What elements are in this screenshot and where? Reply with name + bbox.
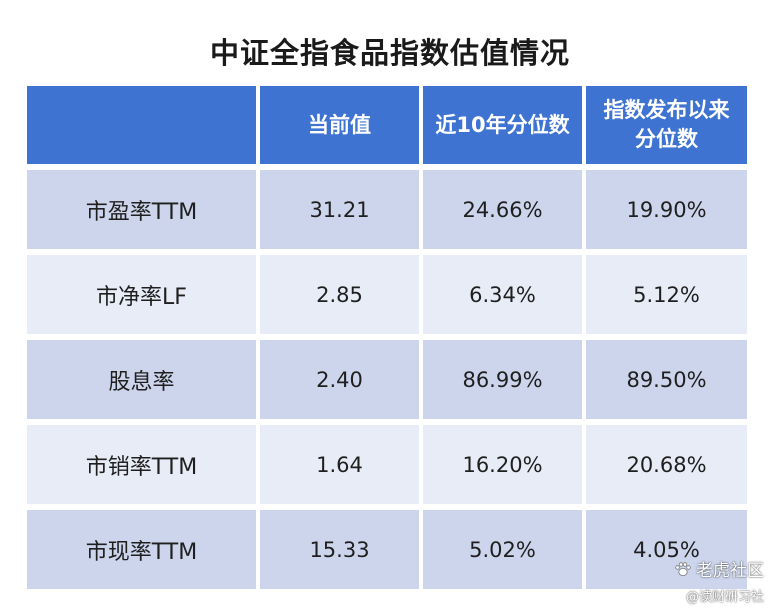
cell-pct-since: 89.50%	[586, 340, 747, 419]
cell-current: 2.85	[260, 255, 419, 334]
row-label: 市净率LF	[27, 255, 256, 334]
valuation-table: 当前值 近10年分位数 指数发布以来分位数 市盈率TTM 31.21 24.66…	[27, 86, 747, 589]
header-cell-pct-since: 指数发布以来分位数	[586, 86, 747, 164]
paw-icon	[675, 561, 691, 576]
row-label: 股息率	[27, 340, 256, 419]
cell-pct-since: 20.68%	[586, 425, 747, 504]
cell-pct-since: 4.05%	[586, 510, 747, 589]
watermark-handle: @读财研习社	[685, 590, 764, 605]
cell-pct-10y: 24.66%	[423, 170, 582, 249]
watermark-brand: 老虎社区	[674, 556, 764, 581]
header-cell-pct-10y: 近10年分位数	[423, 86, 582, 164]
cell-current: 2.40	[260, 340, 419, 419]
row-label: 市销率TTM	[27, 425, 256, 504]
cell-pct-10y: 16.20%	[423, 425, 582, 504]
cell-current: 15.33	[260, 510, 419, 589]
header-cell-empty	[27, 86, 256, 164]
header-cell-current: 当前值	[260, 86, 419, 164]
cell-pct-since: 19.90%	[586, 170, 747, 249]
watermark-brand-text: 老虎社区	[696, 561, 764, 581]
cell-pct-10y: 5.02%	[423, 510, 582, 589]
cell-pct-since: 5.12%	[586, 255, 747, 334]
cell-pct-10y: 86.99%	[423, 340, 582, 419]
cell-current: 1.64	[260, 425, 419, 504]
page-title: 中证全指食品指数估值情况	[209, 36, 570, 70]
cell-pct-10y: 6.34%	[423, 255, 582, 334]
cell-current: 31.21	[260, 170, 419, 249]
row-label: 市盈率TTM	[27, 170, 256, 249]
row-label: 市现率TTM	[27, 510, 256, 589]
